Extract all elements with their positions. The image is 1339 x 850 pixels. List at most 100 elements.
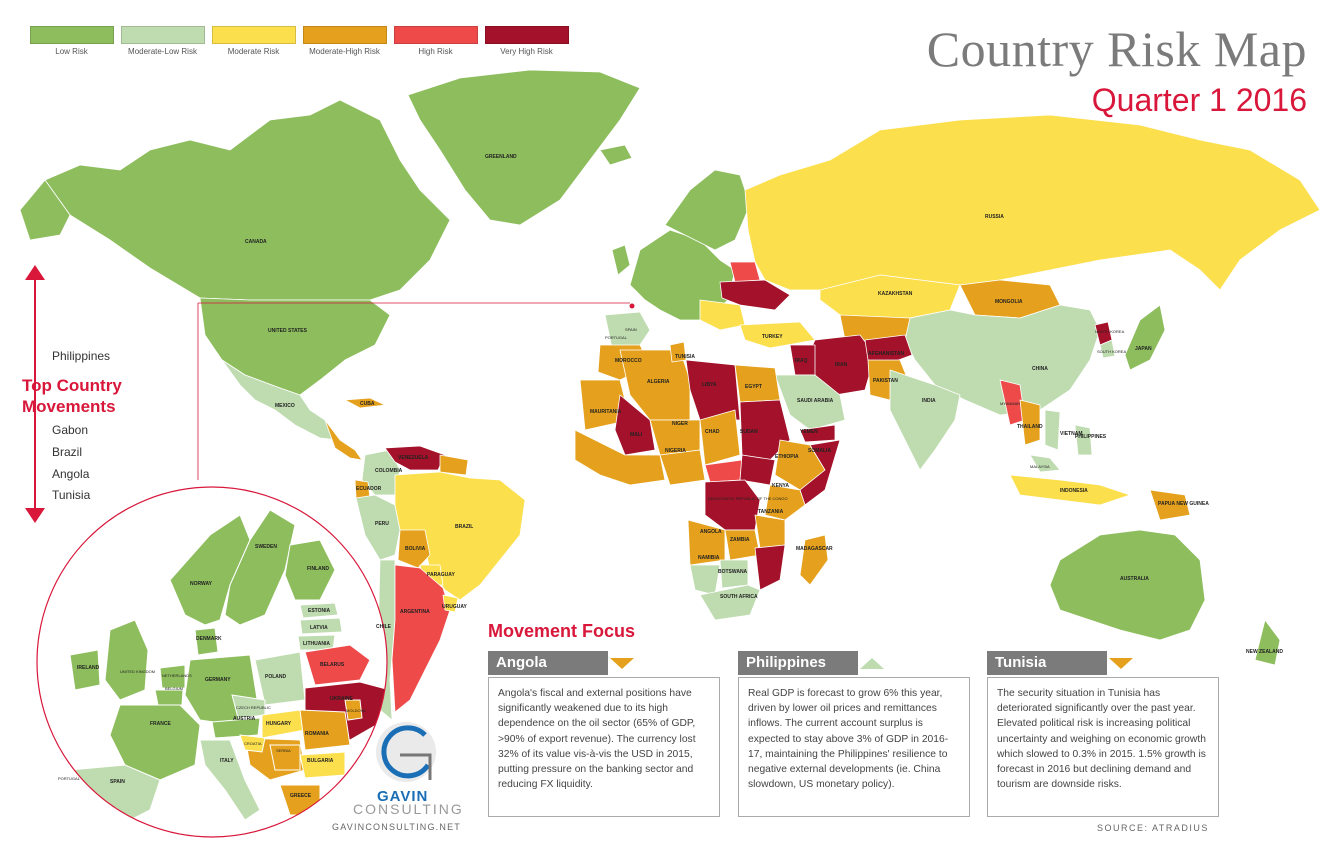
country-indonesia [1009,474,1131,506]
country-drc [704,479,761,531]
inset-label-netherlands: NETHERLANDS [162,673,192,678]
label-mongolia: MONGOLIA [995,299,1023,305]
label-madagascar: MADAGASCAR [796,546,833,552]
europe-inset [37,487,387,837]
label-spain-small: SPAIN [625,327,637,332]
label-australia: AUSTRALIA [1120,576,1149,582]
inset-label-portugal: PORTUGAL [58,776,81,781]
label-ethiopia: ETHIOPIA [775,454,799,460]
country-madagascar [799,534,829,586]
label-argentina: ARGENTINA [400,609,430,615]
label-north-korea: NORTH KOREA [1095,329,1125,334]
label-pakistan: PAKISTAN [873,378,898,384]
country-tanzania [754,514,786,549]
label-vietnam: VIETNAM [1060,431,1083,437]
label-thailand: THAILAND [1017,424,1043,430]
country-zambia [724,529,761,561]
label-chile: CHILE [376,624,392,630]
country-australia [1049,529,1206,641]
inset-label-latvia: LATVIA [310,625,328,631]
country-india [889,369,961,471]
label-niger: NIGER [672,421,688,427]
inset-ireland [69,649,101,691]
inset-serbia [269,744,301,771]
up-triangle-icon [860,658,884,669]
legend-high: High Risk [390,26,481,56]
inset-label-sweden: SWEDEN [255,544,277,550]
page-subtitle: Quarter 1 2016 [1091,82,1307,118]
movement-down-item: Angola [52,467,90,481]
label-afghanistan: AFGHANISTAN [868,351,904,357]
inset-label-croatia: CROATIA [244,741,262,746]
country-saudi-arabia [774,374,846,431]
label-india: INDIA [922,398,936,404]
legend-very-high: Very High Risk [481,26,572,56]
label-safrica: SOUTH AFRICA [720,594,758,600]
panel-text: Angola's fiscal and external positions h… [488,677,720,817]
country-iceland [599,144,633,166]
inset-label-france: FRANCE [150,721,171,727]
inset-belarus [304,644,371,686]
inset-label-spain: SPAIN [110,779,125,785]
country-belarus-small [729,261,761,283]
country-central-america [324,419,363,461]
inset-uk [104,619,149,701]
inset-label-hungary: HUNGARY [266,721,292,727]
label-zambia: ZAMBIA [730,537,750,543]
country-uruguay [442,594,459,613]
label-botswana: BOTSWANA [718,569,748,575]
label-tunisia: TUNISIA [675,354,695,360]
inset-moldova [344,699,363,721]
label-portugal-small: PORTUGAL [605,335,628,340]
country-japan [1124,304,1166,371]
country-nigeria [659,449,706,486]
label-south-korea: SOUTH KOREA [1097,349,1126,354]
country-papua-new-guinea [1149,489,1191,521]
label-russia: RUSSIA [985,214,1004,220]
inset-label-poland: POLAND [265,674,287,680]
inset-label-serbia: SERBIA [276,748,291,753]
inset-border [36,486,388,838]
inset-anchor-dot [629,303,635,309]
inset-bulgaria [299,751,346,779]
inset-label-bulgaria: BULGARIA [307,758,334,764]
country-thailand [1019,399,1041,446]
label-bolivia: BOLIVIA [405,546,426,552]
logo-subtitle: CONSULTING [353,801,464,817]
down-triangle-icon [610,658,634,669]
label-yemen: YEMEN [800,429,818,435]
label-mexico: MEXICO [275,403,295,409]
movement-down-item: Tunisia [52,488,91,502]
inset-label-germany: GERMANY [205,677,231,683]
inset-label-denmark: DENMARK [196,636,222,642]
label-egypt: EGYPT [745,384,762,390]
label-myanmar: MYANMAR [1000,401,1020,406]
country-venezuela [384,445,446,471]
arrow-up-icon [25,265,45,280]
label-malaysia: MALAYSIA [1030,464,1050,469]
inset-italy [199,739,261,821]
label-chad: CHAD [705,429,720,435]
logo-url[interactable]: GAVINCONSULTING.NET [332,822,461,832]
country-mali [614,394,656,456]
legend-moderate: Moderate Risk [208,26,299,56]
label-drc: DEMOCRATIC REPUBLIC OF THE CONGO [708,496,788,501]
country-usa-alaska [19,179,71,241]
label-kazakhstan: KAZAKHSTAN [878,291,913,297]
country-cuba [344,397,386,409]
label-iran: IRAN [835,362,848,368]
inset-label-czech: CZECH REPUBLIC [236,705,271,710]
panel-text: The security situation in Tunisia has de… [987,677,1219,817]
inset-austria [211,717,261,739]
top-movements: Philippines Top Country Movements Gabon … [14,265,174,525]
inset-label-lithuania: LITHUANIA [303,641,330,647]
label-algeria: ALGERIA [647,379,670,385]
country-philippines [1074,424,1093,456]
inset-romania [299,709,351,751]
label-nz: NEW ZEALAND [1246,649,1283,655]
panel-header: Tunisia [987,651,1107,675]
label-morocco: MOROCCO [615,358,642,364]
region-west-africa [574,429,666,486]
country-kenya [764,484,806,521]
